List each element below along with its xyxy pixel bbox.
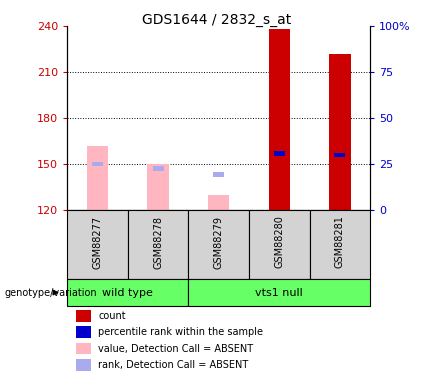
Text: rank, Detection Call = ABSENT: rank, Detection Call = ABSENT xyxy=(98,360,249,370)
Text: wild type: wild type xyxy=(102,288,153,297)
Bar xyxy=(188,210,249,279)
Bar xyxy=(76,310,91,322)
Bar xyxy=(334,153,346,157)
Bar xyxy=(76,343,91,354)
Text: GSM88278: GSM88278 xyxy=(153,216,163,268)
Text: GSM88279: GSM88279 xyxy=(213,216,224,268)
Bar xyxy=(92,162,103,166)
Bar xyxy=(67,279,188,306)
Bar xyxy=(76,326,91,338)
Text: count: count xyxy=(98,311,126,321)
Bar xyxy=(310,210,370,279)
Text: percentile rank within the sample: percentile rank within the sample xyxy=(98,327,263,337)
Bar xyxy=(67,210,128,279)
Text: genotype/variation: genotype/variation xyxy=(4,288,97,297)
Bar xyxy=(147,164,169,210)
Text: GSM88277: GSM88277 xyxy=(92,216,103,268)
Bar xyxy=(329,54,350,210)
Text: vts1 null: vts1 null xyxy=(255,288,303,297)
Text: GSM88280: GSM88280 xyxy=(274,216,284,268)
Text: GSM88281: GSM88281 xyxy=(335,216,345,268)
Bar xyxy=(208,195,229,210)
Bar xyxy=(87,146,108,210)
Text: GDS1644 / 2832_s_at: GDS1644 / 2832_s_at xyxy=(142,13,291,27)
Bar xyxy=(152,166,164,171)
Bar xyxy=(249,210,310,279)
Bar xyxy=(76,359,91,371)
Bar xyxy=(213,172,224,177)
Bar xyxy=(268,29,290,210)
Text: value, Detection Call = ABSENT: value, Detection Call = ABSENT xyxy=(98,344,253,354)
Bar xyxy=(274,151,285,156)
Bar xyxy=(128,210,188,279)
Bar xyxy=(188,279,370,306)
